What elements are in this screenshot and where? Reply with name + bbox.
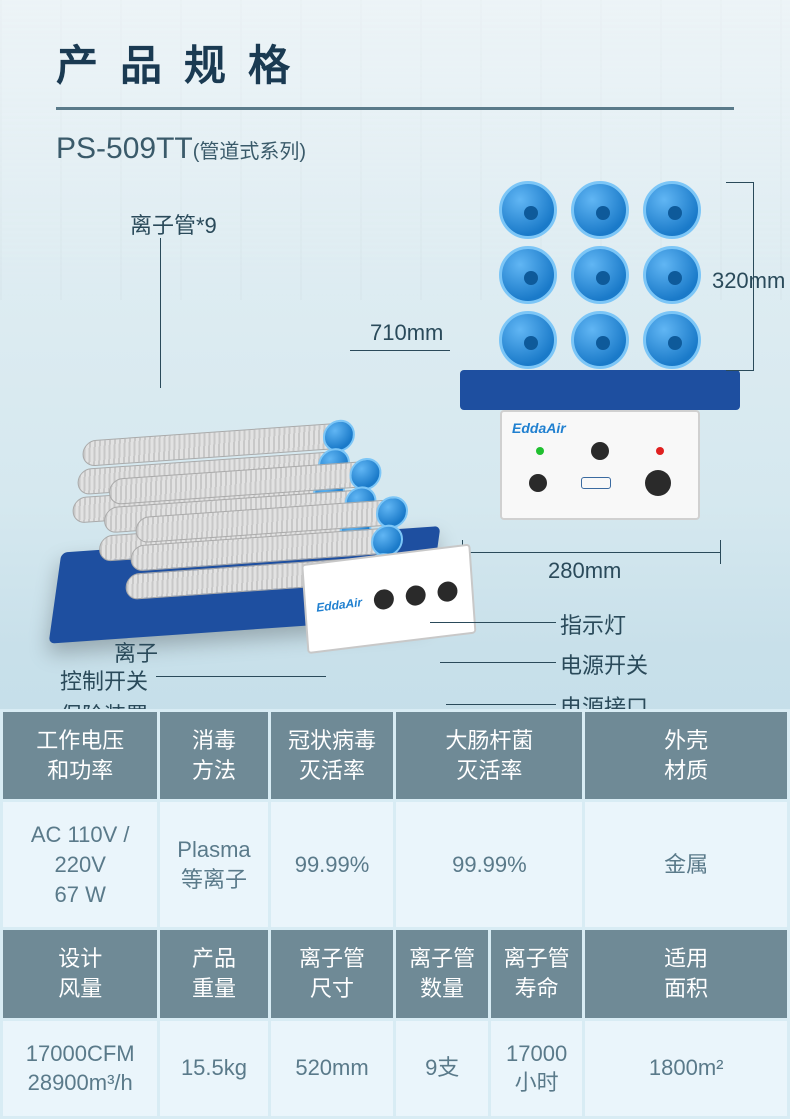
spec-table: 工作电压和功率 消毒方法 冠状病毒灭活率 大肠杆菌灭活率 外壳材质 AC 110… xyxy=(0,709,790,1119)
led-indicator-icon xyxy=(656,447,664,455)
ion-tube-end xyxy=(643,311,701,369)
td-shell-material: 金属 xyxy=(584,801,789,929)
ion-tube-grid xyxy=(495,180,705,370)
ion-tube-end xyxy=(499,246,557,304)
control-knob-icon xyxy=(529,474,547,492)
th-tube-size: 离子管尺寸 xyxy=(269,929,395,1019)
title-rule xyxy=(56,107,734,110)
callout-ion-tubes: 离子管*9 xyxy=(130,208,217,240)
dim-cap xyxy=(726,182,754,183)
ion-tube-end xyxy=(571,311,629,369)
th-voltage-power: 工作电压和功率 xyxy=(2,710,159,800)
dim-cap xyxy=(720,540,721,564)
dim-lead xyxy=(350,350,450,351)
td-airflow: 17000CFM28900m³/h xyxy=(2,1019,159,1117)
knob-icon xyxy=(405,584,426,606)
th-coverage: 适用面积 xyxy=(584,929,789,1019)
ion-tube-end xyxy=(571,181,629,239)
td-weight: 15.5kg xyxy=(159,1019,269,1117)
ion-tube-end xyxy=(643,246,701,304)
callout-lead xyxy=(156,676,326,677)
td-tube-size: 520mm xyxy=(269,1019,395,1117)
callout-ion-switch-l2: 控制开关 xyxy=(60,664,148,696)
dim-cap xyxy=(726,370,754,371)
brand-label: EddaAir xyxy=(316,595,363,615)
dim-length-label: 710mm xyxy=(370,320,443,346)
th-coronavirus-rate: 冠状病毒灭活率 xyxy=(269,710,395,800)
td-tube-qty: 9支 xyxy=(395,1019,489,1117)
callout-lead xyxy=(430,622,556,623)
ion-tube-end xyxy=(499,311,557,369)
th-tube-life: 离子管寿命 xyxy=(489,929,583,1019)
power-port-icon xyxy=(645,470,671,496)
control-panel-front: EddaAir xyxy=(500,410,700,520)
knob-icon xyxy=(373,588,394,610)
callout-lead xyxy=(440,662,556,663)
product-front-view: EddaAir xyxy=(480,180,720,520)
td-voltage-power: AC 110V / 220V67 W xyxy=(2,801,159,929)
product-perspective-view: EddaAir xyxy=(20,356,460,685)
diagram-area: EddaAir 320mm 280mm 710mm 离子管*9 xyxy=(0,160,790,780)
table-row: 17000CFM28900m³/h 15.5kg 520mm 9支 17000小… xyxy=(2,1019,789,1117)
page-title: 产品规格 xyxy=(56,32,734,93)
td-sterilize-method: Plasma等离子 xyxy=(159,801,269,929)
table-header-row: 设计风量 产品重量 离子管尺寸 离子管数量 离子管寿命 适用面积 xyxy=(2,929,789,1019)
port-icon xyxy=(581,477,611,489)
td-ecoli-rate: 99.99% xyxy=(395,801,584,929)
th-tube-qty: 离子管数量 xyxy=(395,929,489,1019)
td-coronavirus-rate: 99.99% xyxy=(269,801,395,929)
control-knob-icon xyxy=(591,442,609,460)
callout-lead xyxy=(446,704,556,705)
th-weight: 产品重量 xyxy=(159,929,269,1019)
dim-line-width xyxy=(462,552,720,553)
ion-tube-end xyxy=(499,181,557,239)
control-panel-side: EddaAir xyxy=(301,544,476,655)
td-tube-life: 17000小时 xyxy=(489,1019,583,1117)
callout-power-switch: 电源开关 xyxy=(560,648,648,680)
td-coverage: 1800m² xyxy=(584,1019,789,1117)
callout-lead xyxy=(160,238,161,388)
table-header-row: 工作电压和功率 消毒方法 冠状病毒灭活率 大肠杆菌灭活率 外壳材质 xyxy=(2,710,789,800)
th-ecoli-rate: 大肠杆菌灭活率 xyxy=(395,710,584,800)
header: 产品规格 PS-509TT(管道式系列) xyxy=(0,0,790,166)
ion-tube-end xyxy=(571,246,629,304)
knob-icon xyxy=(437,580,458,602)
led-indicator-icon xyxy=(536,447,544,455)
table-row: AC 110V / 220V67 W Plasma等离子 99.99% 99.9… xyxy=(2,801,789,929)
ion-tube-end xyxy=(643,181,701,239)
brand-label: EddaAir xyxy=(512,420,688,436)
dim-width-label: 280mm xyxy=(548,558,621,584)
th-airflow: 设计风量 xyxy=(2,929,159,1019)
dim-height-label: 320mm xyxy=(712,268,785,294)
th-sterilize-method: 消毒方法 xyxy=(159,710,269,800)
mount-tray-front xyxy=(460,370,740,410)
callout-indicator: 指示灯 xyxy=(560,608,626,640)
th-shell-material: 外壳材质 xyxy=(584,710,789,800)
